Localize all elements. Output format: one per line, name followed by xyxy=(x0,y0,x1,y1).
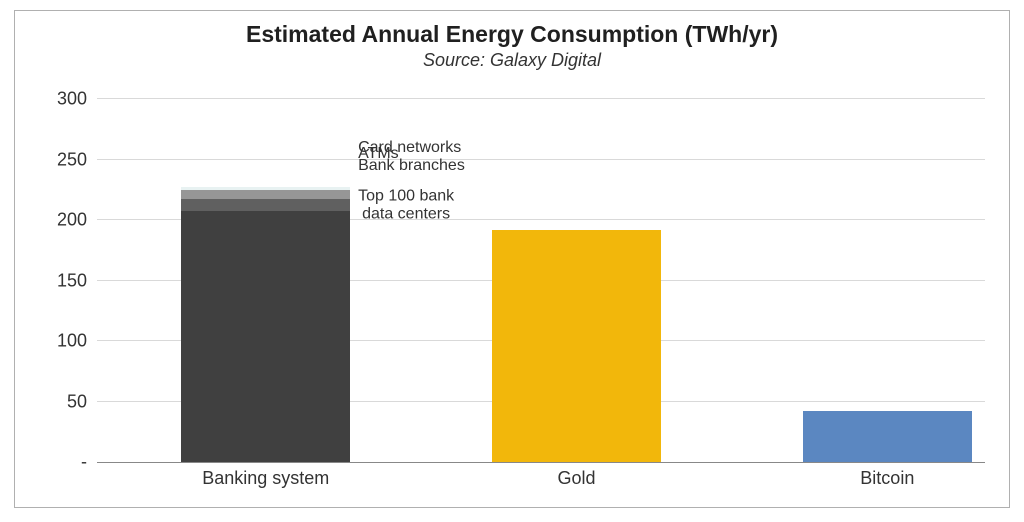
y-tick-label: 250 xyxy=(57,149,97,170)
plot-wrap: -50100150200250300Top 100 bankdata cente… xyxy=(97,99,985,463)
y-tick-label: 50 xyxy=(67,391,97,412)
chart-frame: Estimated Annual Energy Consumption (TWh… xyxy=(14,10,1010,508)
bar-segment xyxy=(181,190,350,198)
gridline xyxy=(97,98,985,99)
x-tick-label: Banking system xyxy=(202,468,329,489)
bar-segment xyxy=(181,187,350,190)
bar xyxy=(492,172,661,462)
bar-segment xyxy=(492,230,661,462)
segment-label: Card networks xyxy=(358,139,461,157)
y-tick-label: 200 xyxy=(57,210,97,231)
x-tick-label: Gold xyxy=(558,468,596,489)
x-tick-label: Bitcoin xyxy=(860,468,914,489)
bar-segment xyxy=(803,411,972,462)
plot-area: -50100150200250300Top 100 bankdata cente… xyxy=(97,99,985,463)
bar-segment xyxy=(181,211,350,462)
chart-subtitle: Source: Galaxy Digital xyxy=(15,50,1009,71)
bar-segment xyxy=(181,199,350,212)
segment-label: Top 100 bankdata centers xyxy=(358,187,454,224)
bar xyxy=(803,325,972,462)
chart-title: Estimated Annual Energy Consumption (TWh… xyxy=(15,21,1009,48)
y-tick-label: - xyxy=(81,452,97,473)
chart-container: Estimated Annual Energy Consumption (TWh… xyxy=(0,0,1024,522)
y-tick-label: 300 xyxy=(57,89,97,110)
y-tick-label: 150 xyxy=(57,270,97,291)
y-tick-label: 100 xyxy=(57,331,97,352)
bar xyxy=(181,146,350,462)
